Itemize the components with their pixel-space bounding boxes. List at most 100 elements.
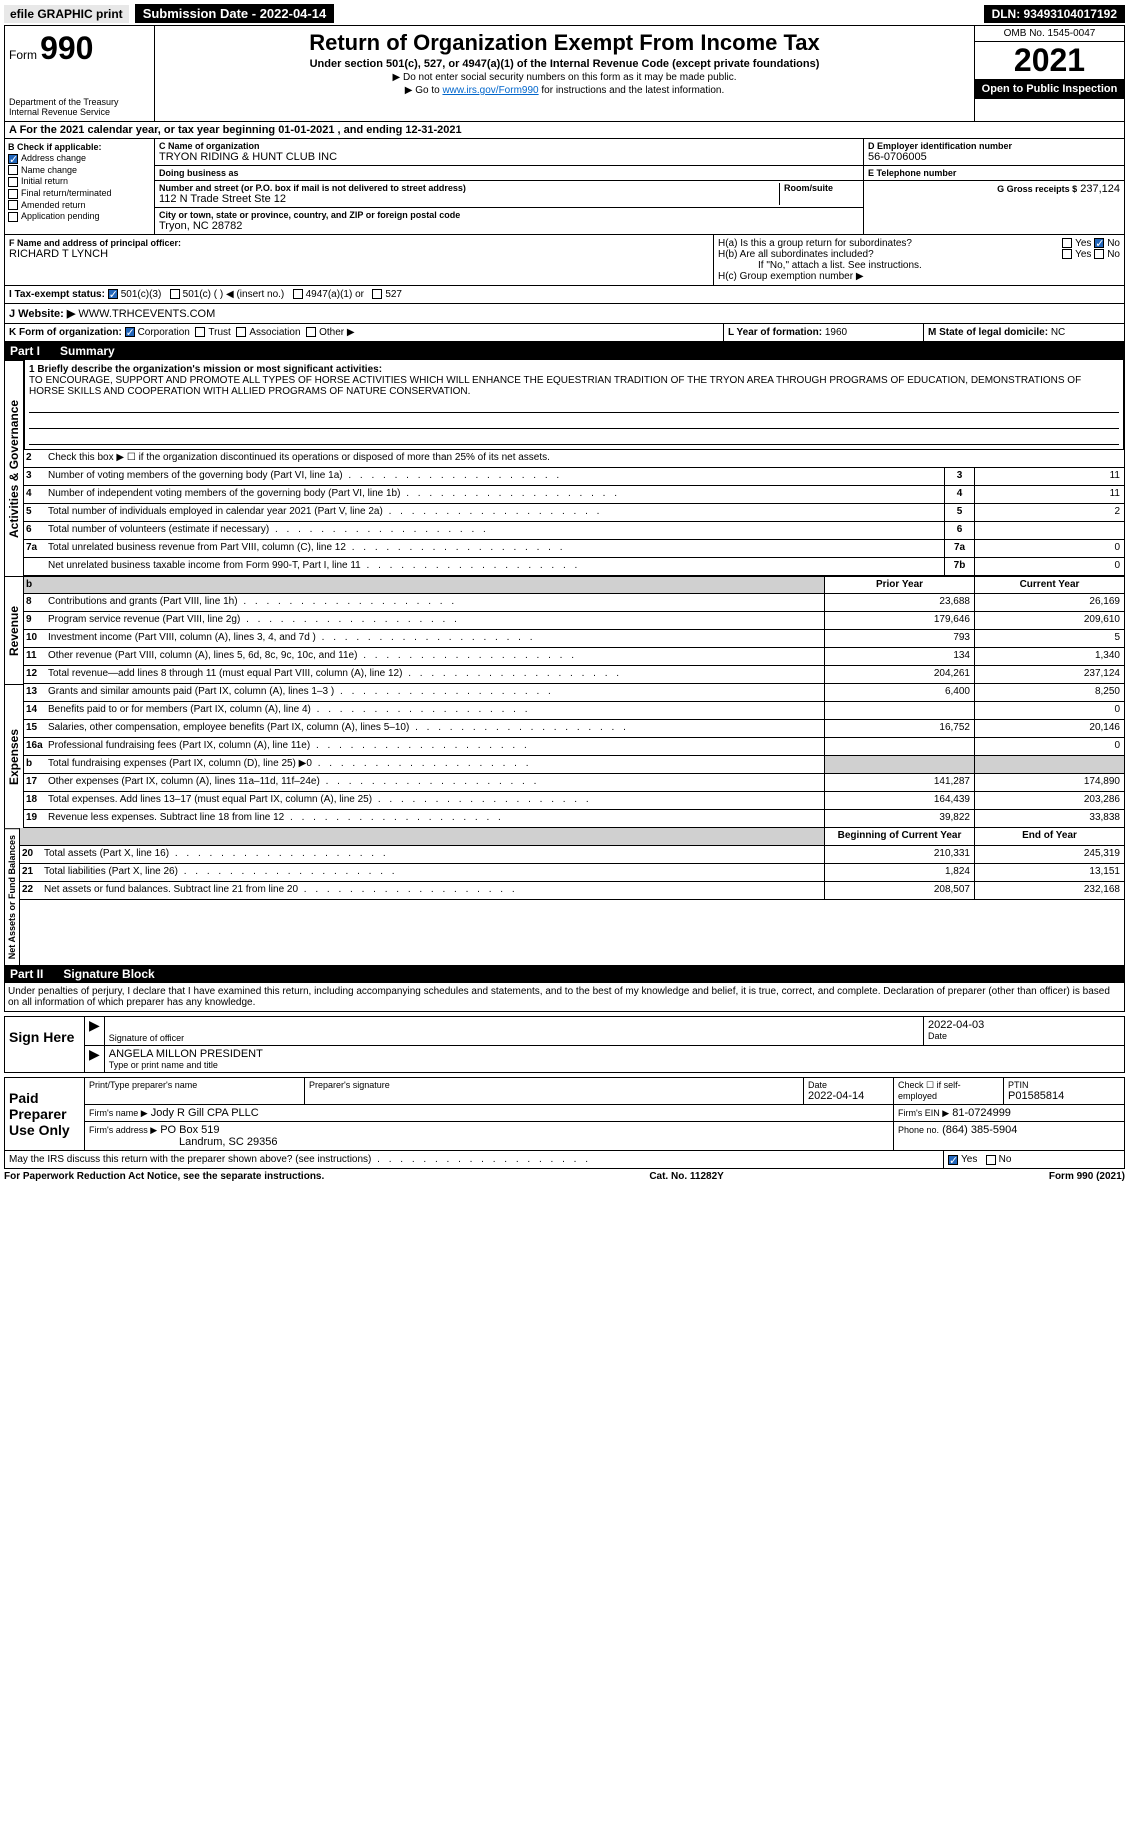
website-row: J Website: ▶ WWW.TRHCEVENTS.COM bbox=[4, 304, 1125, 324]
part-2-header: Part II Signature Block bbox=[4, 965, 1125, 983]
website-value: WWW.TRHCEVENTS.COM bbox=[78, 308, 215, 320]
summary-line: 9 Program service revenue (Part VIII, li… bbox=[24, 612, 1124, 630]
col-end-head: End of Year bbox=[974, 828, 1124, 845]
h-c-row: H(c) Group exemption number ▶ bbox=[718, 271, 1120, 282]
firm-name: Jody R Gill CPA PLLC bbox=[151, 1107, 259, 1119]
city-value: Tryon, NC 28782 bbox=[159, 220, 859, 232]
tax-i-label: I Tax-exempt status: bbox=[9, 289, 105, 300]
firm-phone-label: Phone no. bbox=[898, 1125, 939, 1135]
k-trust-box[interactable] bbox=[195, 327, 205, 337]
firm-addr2: Landrum, SC 29356 bbox=[89, 1136, 277, 1148]
firm-ein-label: Firm's EIN ▶ bbox=[898, 1108, 949, 1118]
part-2-title: Signature Block bbox=[63, 967, 154, 981]
self-employed-check[interactable]: Check ☐ if self-employed bbox=[898, 1080, 999, 1101]
tax-501c-box[interactable] bbox=[170, 289, 180, 299]
side-exp: Expenses bbox=[4, 684, 24, 828]
sign-date: 2022-04-03 bbox=[928, 1019, 1120, 1031]
form-title: Return of Organization Exempt From Incom… bbox=[163, 30, 966, 56]
checkbox-address-change[interactable] bbox=[8, 154, 18, 164]
form-subtitle: Under section 501(c), 527, or 4947(a)(1)… bbox=[163, 58, 966, 70]
h-a-row: H(a) Is this a group return for subordin… bbox=[718, 238, 1120, 249]
dba-label: Doing business as bbox=[159, 168, 859, 178]
part-1-label: Part I bbox=[10, 344, 40, 358]
side-gov: Activities & Governance bbox=[4, 360, 24, 576]
summary-line: 18 Total expenses. Add lines 13–17 (must… bbox=[24, 792, 1124, 810]
m-label: M State of legal domicile: bbox=[928, 327, 1048, 338]
footer-left: For Paperwork Reduction Act Notice, see … bbox=[4, 1171, 324, 1182]
col-begin-head: Beginning of Current Year bbox=[824, 828, 974, 845]
officer-name: RICHARD T LYNCH bbox=[9, 248, 709, 260]
summary-line: 22 Net assets or fund balances. Subtract… bbox=[20, 882, 1124, 900]
firm-name-label: Firm's name ▶ bbox=[89, 1108, 148, 1118]
side-na: Net Assets or Fund Balances bbox=[4, 828, 20, 965]
check-b-label: B Check if applicable: bbox=[8, 142, 151, 152]
dln: DLN: 93493104017192 bbox=[984, 5, 1125, 23]
k-assoc-box[interactable] bbox=[236, 327, 246, 337]
mission-text: TO ENCOURAGE, SUPPORT AND PROMOTE ALL TY… bbox=[29, 375, 1119, 397]
ha-yes-box[interactable] bbox=[1062, 238, 1072, 248]
phone-label: E Telephone number bbox=[868, 168, 1120, 178]
officer-group-row: F Name and address of principal officer:… bbox=[4, 235, 1125, 286]
summary-line: 11 Other revenue (Part VIII, column (A),… bbox=[24, 648, 1124, 666]
form-note-1: ▶ Do not enter social security numbers o… bbox=[163, 72, 966, 83]
discuss-row: May the IRS discuss this return with the… bbox=[4, 1151, 1125, 1169]
penalties-text: Under penalties of perjury, I declare th… bbox=[4, 983, 1125, 1012]
header-right: OMB No. 1545-0047 2021 Open to Public In… bbox=[974, 26, 1124, 121]
summary-line: 10 Investment income (Part VIII, column … bbox=[24, 630, 1124, 648]
discuss-yes-box[interactable] bbox=[948, 1155, 958, 1165]
col-prior-head: Prior Year bbox=[824, 577, 974, 593]
mission-block: 1 Briefly describe the organization's mi… bbox=[24, 360, 1124, 450]
discuss-no-box[interactable] bbox=[986, 1155, 996, 1165]
gov-line: 7a Total unrelated business revenue from… bbox=[24, 540, 1124, 558]
org-name: TRYON RIDING & HUNT CLUB INC bbox=[159, 151, 859, 163]
officer-f-label: F Name and address of principal officer: bbox=[9, 238, 709, 248]
summary-line: 8 Contributions and grants (Part VIII, l… bbox=[24, 594, 1124, 612]
gov-line: 6 Total number of volunteers (estimate i… bbox=[24, 522, 1124, 540]
checkbox-amended[interactable] bbox=[8, 200, 18, 210]
tax-4947-box[interactable] bbox=[293, 289, 303, 299]
arrow-icon: ▶ bbox=[85, 1017, 105, 1045]
preparer-print-label: Print/Type preparer's name bbox=[89, 1080, 300, 1090]
part-2-label: Part II bbox=[10, 967, 43, 981]
l-label: L Year of formation: bbox=[728, 327, 822, 338]
summary-line: 15 Salaries, other compensation, employe… bbox=[24, 720, 1124, 738]
gross-label: G Gross receipts $ bbox=[997, 184, 1077, 194]
irs-link[interactable]: www.irs.gov/Form990 bbox=[442, 85, 538, 96]
addr-label: Number and street (or P.O. box if mail i… bbox=[159, 183, 779, 193]
ha-no-box[interactable] bbox=[1094, 238, 1104, 248]
k-corp-box[interactable] bbox=[125, 327, 135, 337]
footer-right: Form 990 (2021) bbox=[1049, 1171, 1125, 1182]
sign-here-label: Sign Here bbox=[5, 1017, 85, 1072]
tax-year: 2021 bbox=[975, 42, 1124, 79]
line-2-text: Check this box ▶ ☐ if the organization d… bbox=[44, 450, 1124, 467]
hb-no-box[interactable] bbox=[1094, 249, 1104, 259]
top-bar: efile GRAPHIC print Submission Date - 20… bbox=[4, 4, 1125, 23]
tax-501c3-box[interactable] bbox=[108, 289, 118, 299]
hb-yes-box[interactable] bbox=[1062, 249, 1072, 259]
gov-line: 3 Number of voting members of the govern… bbox=[24, 468, 1124, 486]
side-rev: Revenue bbox=[4, 576, 24, 684]
sign-date-label: Date bbox=[928, 1031, 1120, 1041]
org-form-row: K Form of organization: Corporation Trus… bbox=[4, 324, 1125, 342]
expenses-section: Expenses 13 Grants and similar amounts p… bbox=[4, 684, 1125, 828]
summary-line: 20 Total assets (Part X, line 16) 210,33… bbox=[20, 846, 1124, 864]
h-b-note: If "No," attach a list. See instructions… bbox=[718, 260, 1120, 271]
checkbox-name-change[interactable] bbox=[8, 165, 18, 175]
gov-section: Activities & Governance 1 Briefly descri… bbox=[4, 360, 1125, 576]
open-to-public: Open to Public Inspection bbox=[975, 79, 1124, 99]
l-value: 1960 bbox=[825, 327, 847, 338]
summary-line: 13 Grants and similar amounts paid (Part… bbox=[24, 684, 1124, 702]
firm-phone: (864) 385-5904 bbox=[942, 1124, 1017, 1136]
gov-line: 5 Total number of individuals employed i… bbox=[24, 504, 1124, 522]
checkbox-initial-return[interactable] bbox=[8, 177, 18, 187]
tax-527-box[interactable] bbox=[372, 289, 382, 299]
checkbox-final-return[interactable] bbox=[8, 189, 18, 199]
checkbox-application-pending[interactable] bbox=[8, 212, 18, 222]
summary-line: 16a Professional fundraising fees (Part … bbox=[24, 738, 1124, 756]
k-other-box[interactable] bbox=[306, 327, 316, 337]
blank-line bbox=[29, 399, 1119, 413]
firm-ein: 81-0724999 bbox=[952, 1107, 1011, 1119]
form-number-cell: Form 990 Department of the Treasury Inte… bbox=[5, 26, 155, 121]
summary-line: 21 Total liabilities (Part X, line 26) 1… bbox=[20, 864, 1124, 882]
part-1-title: Summary bbox=[60, 344, 115, 358]
